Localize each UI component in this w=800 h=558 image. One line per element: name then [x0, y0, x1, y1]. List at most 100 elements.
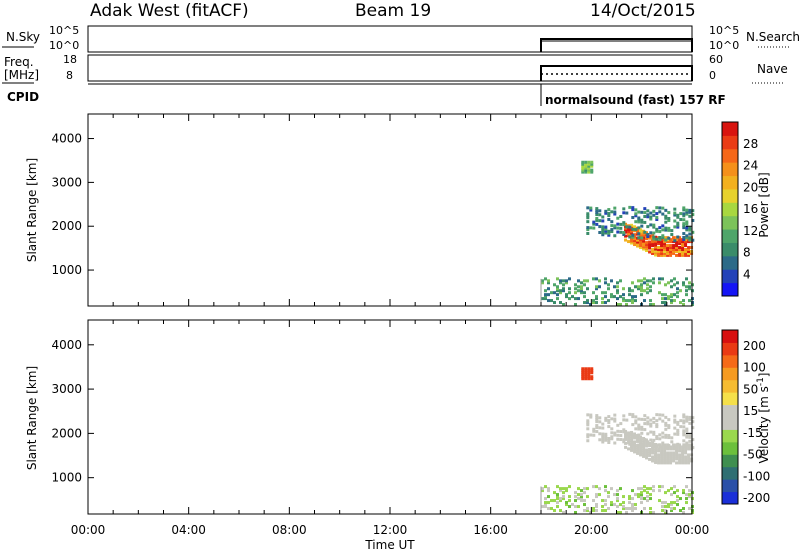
velocity-cell — [646, 432, 650, 436]
power-cell — [646, 287, 649, 291]
velocity-cell — [652, 489, 655, 493]
power-cell — [598, 213, 602, 217]
power-cell — [660, 251, 664, 255]
power-cell — [628, 235, 632, 239]
velocity-cell — [661, 509, 664, 513]
velocity-cell — [657, 457, 661, 461]
velocity-cell — [601, 436, 605, 440]
power-cell — [604, 229, 608, 233]
power-cell — [670, 285, 673, 289]
velocity-cell — [664, 505, 667, 509]
velocity-cell — [592, 433, 596, 437]
velocity-cell — [682, 443, 686, 447]
power-cell — [687, 249, 691, 253]
power-cell — [678, 236, 682, 240]
velocity-cell — [658, 437, 662, 441]
colorbar-swatch — [722, 135, 738, 150]
velocity-cell — [682, 419, 686, 423]
velocity-cell — [649, 507, 652, 511]
velocity-cell — [643, 414, 647, 418]
velocity-cell — [565, 489, 568, 493]
velocity-cell — [556, 485, 559, 489]
power-cell — [643, 220, 647, 224]
velocity-cell — [592, 429, 596, 433]
velocity-cell — [607, 419, 611, 423]
power-cell — [607, 208, 611, 212]
velocity-cell — [655, 413, 659, 417]
power-cell — [664, 228, 668, 232]
power-cell — [649, 223, 653, 227]
power-cell — [649, 299, 652, 303]
power-cell — [649, 289, 652, 293]
power-cell — [643, 299, 646, 303]
velocity-cell — [630, 436, 634, 440]
velocity-cell — [660, 455, 664, 459]
power-cell — [598, 209, 602, 213]
power-cell — [624, 228, 628, 232]
velocity-cell — [630, 438, 634, 442]
power-cell — [657, 240, 661, 244]
velocity-cell — [681, 447, 685, 451]
power-cell — [667, 297, 670, 301]
velocity-cell — [556, 493, 559, 497]
velocity-cell — [607, 495, 610, 499]
power-cell — [676, 281, 679, 285]
power-cell — [669, 247, 673, 251]
velocity-cell — [562, 497, 565, 501]
velocity-cell — [587, 377, 591, 381]
power-cell — [664, 293, 667, 297]
power-cell — [556, 289, 559, 293]
velocity-cell — [640, 493, 643, 497]
velocity-cell — [586, 427, 590, 431]
velocity-cell — [652, 485, 655, 489]
velocity-cell — [595, 416, 599, 420]
velocity-cell — [688, 445, 692, 449]
power-cell — [672, 249, 676, 253]
power-cell — [577, 297, 580, 301]
velocity-cell — [637, 423, 641, 427]
velocity-cell — [601, 438, 605, 442]
power-cell — [595, 207, 599, 211]
velocity-cell — [628, 495, 631, 499]
velocity-cell — [673, 414, 677, 418]
colorbar-tick-label: 20 — [743, 180, 758, 194]
power-cell — [682, 281, 685, 285]
power-cell — [627, 240, 631, 244]
power-cell — [550, 291, 553, 295]
power-cell — [610, 230, 614, 234]
power-cell — [584, 160, 588, 164]
velocity-cell — [637, 493, 640, 497]
power-cell — [661, 301, 664, 305]
x-tick-label: 00:00 — [71, 523, 106, 537]
power-cell — [666, 253, 670, 257]
velocity-cell — [678, 453, 682, 457]
power-cell — [639, 228, 643, 232]
velocity-cell — [631, 507, 634, 511]
velocity-cell — [682, 431, 686, 435]
power-cell — [637, 216, 641, 220]
power-cell — [592, 301, 595, 305]
velocity-cell — [565, 503, 568, 507]
power-cell — [685, 236, 689, 240]
power-cell — [595, 285, 598, 289]
power-cell — [595, 213, 599, 217]
power-cell — [670, 295, 673, 299]
velocity-cell — [640, 495, 643, 499]
power-cell — [590, 160, 594, 164]
power-cell — [676, 221, 680, 225]
power-cell — [562, 287, 565, 291]
velocity-cell — [682, 429, 686, 433]
power-cell — [616, 230, 620, 234]
velocity-cell — [676, 432, 680, 436]
velocity-cell — [669, 461, 673, 465]
power-cell — [598, 219, 602, 223]
velocity-cell — [601, 440, 605, 444]
colorbar-swatch — [722, 215, 738, 230]
velocity-cell — [595, 430, 599, 434]
power-cell — [660, 246, 664, 250]
velocity-cell — [661, 501, 664, 505]
power-cell — [670, 301, 673, 305]
velocity-cell — [544, 497, 547, 501]
velocity-cell — [685, 501, 688, 505]
power-cell — [595, 295, 598, 299]
